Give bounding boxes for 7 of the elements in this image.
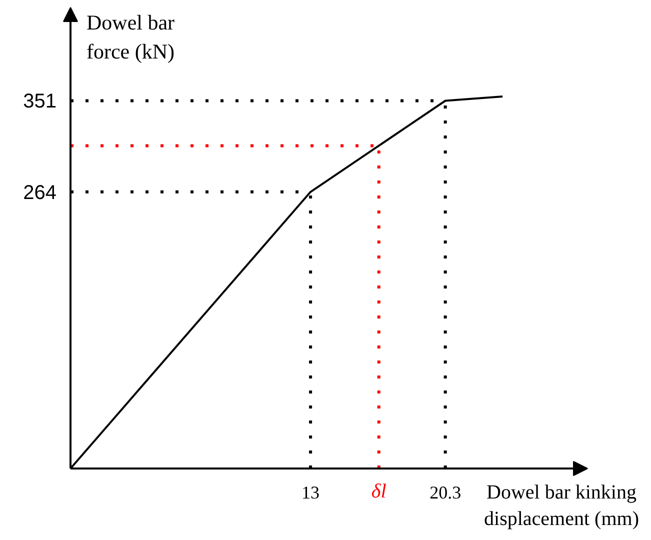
y-tick-label: 351 — [23, 90, 57, 113]
x-tick-label: 20.3 — [430, 482, 462, 502]
y-axis-title: Dowel bar force (kN) — [86, 10, 175, 64]
y-tick-label: 264 — [23, 182, 57, 204]
ref-line-label: δl — [371, 480, 387, 502]
x-axis-title: Dowel bar kinking displacement (mm) — [484, 482, 639, 530]
x-tick-label: 13 — [302, 482, 320, 502]
